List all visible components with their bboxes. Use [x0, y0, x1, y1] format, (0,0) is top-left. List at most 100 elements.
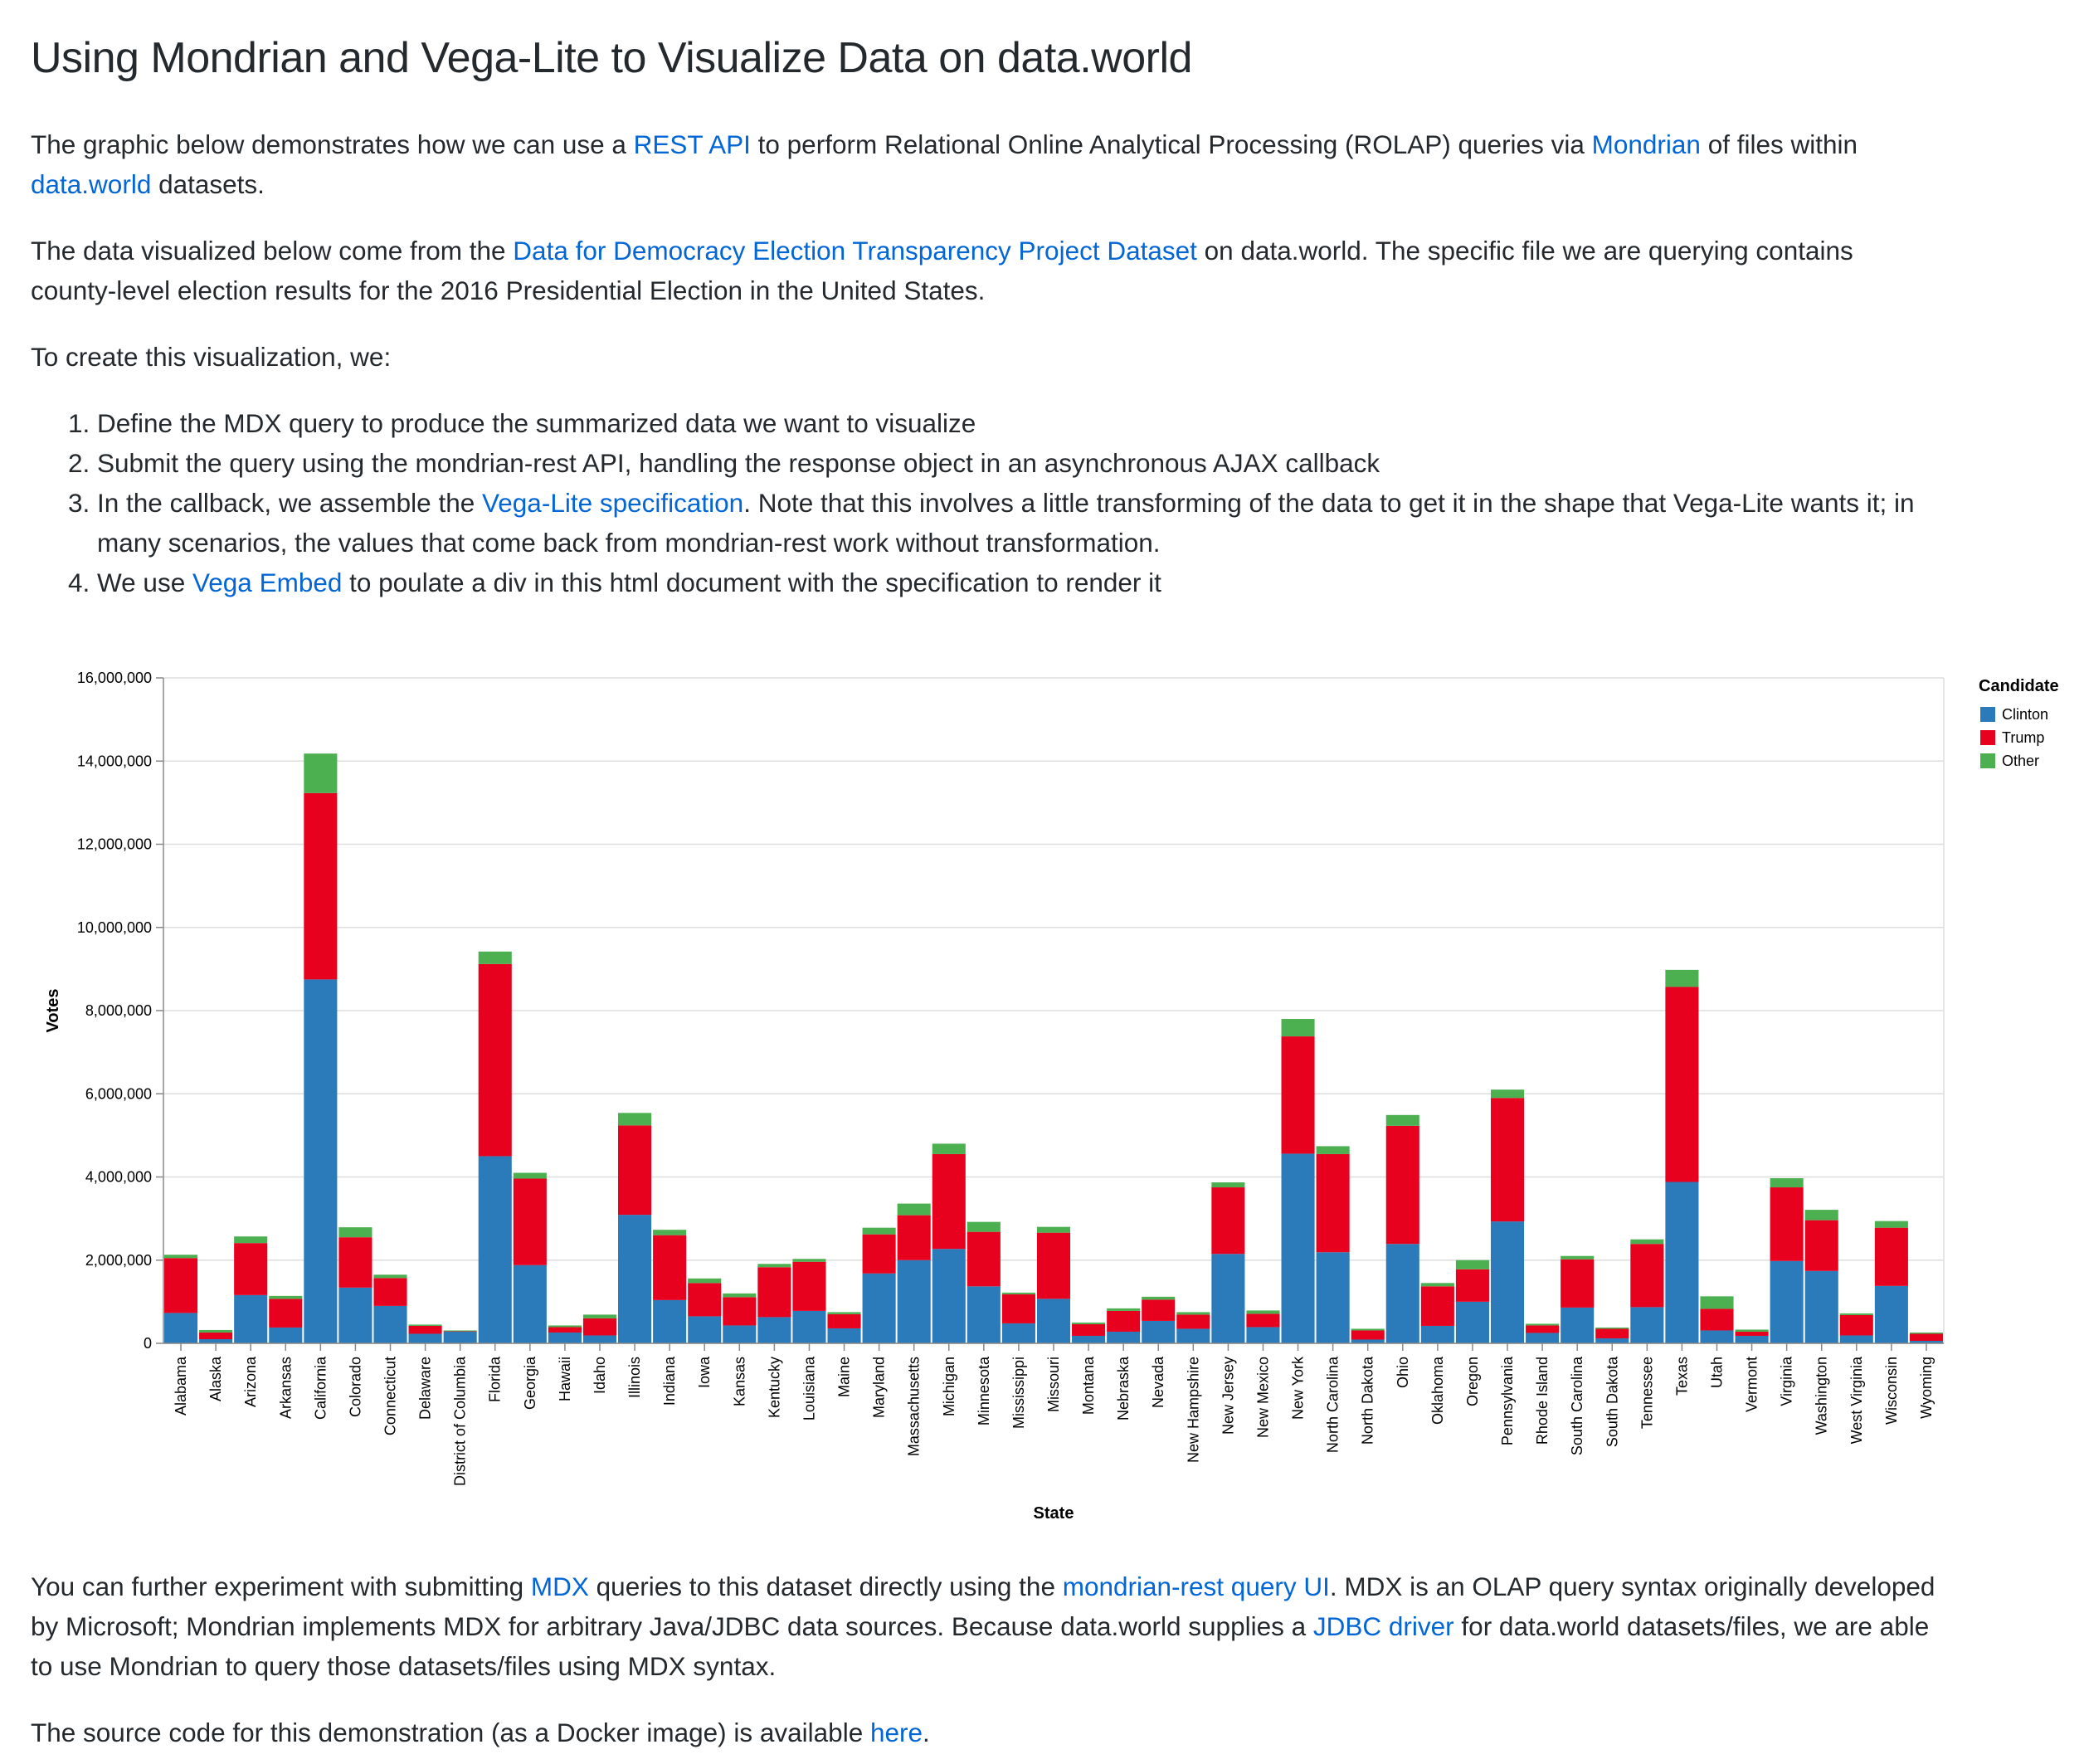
bar-segment-trump [1036, 1232, 1071, 1299]
source-paragraph: The source code for this demonstration (… [31, 1713, 1939, 1752]
bar-segment-trump [967, 1231, 1001, 1287]
x-tick-label: Massachusetts [906, 1357, 923, 1456]
bar-segment-trump [1351, 1330, 1385, 1340]
bar-segment-other [1036, 1226, 1071, 1233]
bar-segment-other [1281, 1019, 1315, 1037]
bar-segment-other [1351, 1328, 1385, 1331]
rest-api-link[interactable]: REST API [633, 129, 751, 159]
y-tick-label: 16,000,000 [77, 670, 152, 686]
bar-segment-trump [862, 1234, 896, 1274]
bar-segment-trump [1142, 1299, 1176, 1321]
x-tick-label: South Dakota [1604, 1356, 1620, 1447]
vega-lite-spec-link[interactable]: Vega-Lite specification [482, 488, 744, 518]
x-tick-label: Connecticut [382, 1357, 399, 1435]
bar-segment-clinton [792, 1310, 826, 1343]
bar-segment-trump [1211, 1187, 1245, 1255]
bar-segment-trump [1735, 1331, 1769, 1336]
page-title: Using Mondrian and Vega-Lite to Visualiz… [31, 34, 1192, 82]
legend-swatch-clinton [1980, 707, 1995, 722]
bar-segment-trump [897, 1215, 931, 1260]
x-tick-label: Wyoming [1918, 1357, 1935, 1419]
bar-segment-clinton [1001, 1323, 1035, 1343]
y-tick-label: 4,000,000 [85, 1169, 152, 1186]
bar-segment-other [269, 1295, 303, 1299]
dataset-link[interactable]: Data for Democracy Election Transparency… [513, 236, 1197, 266]
bar-segment-clinton [1385, 1244, 1419, 1343]
x-tick-label: Michigan [941, 1357, 957, 1416]
legend-label: Other [2002, 753, 2039, 769]
text: The graphic below demonstrates how we ca… [31, 129, 634, 159]
x-tick-label: Illinois [626, 1357, 643, 1398]
x-tick-label: Oklahoma [1429, 1356, 1446, 1425]
jdbc-driver-link[interactable]: JDBC driver [1312, 1611, 1454, 1641]
data-world-link[interactable]: data.world [31, 169, 152, 199]
query-ui-link[interactable]: mondrian-rest query UI [1062, 1572, 1330, 1601]
bar-segment-trump [234, 1243, 268, 1295]
x-tick-label: Pennsylvania [1499, 1356, 1516, 1445]
bar-segment-other [304, 753, 338, 793]
bar-segment-other [234, 1236, 268, 1244]
bar-segment-clinton [199, 1338, 233, 1343]
text: queries to this dataset directly using t… [588, 1572, 1063, 1601]
y-tick-label: 12,000,000 [77, 836, 152, 853]
bar-segment-clinton [1526, 1333, 1560, 1343]
bar-segment-other [618, 1113, 652, 1126]
bar-segment-other [1107, 1308, 1141, 1311]
bar-segment-clinton [1804, 1270, 1838, 1343]
legend-label: Trump [2002, 729, 2044, 746]
bar-segment-trump [1665, 987, 1699, 1182]
x-tick-label: Idaho [592, 1357, 608, 1394]
mdx-link[interactable]: MDX [530, 1572, 589, 1601]
y-tick-label: 6,000,000 [85, 1085, 152, 1102]
x-tick-label: Delaware [417, 1357, 434, 1420]
source-code-link[interactable]: here [869, 1718, 923, 1747]
vega-embed-link[interactable]: Vega Embed [192, 568, 343, 597]
bar-segment-other [1072, 1322, 1106, 1324]
bar-segment-trump [1700, 1308, 1734, 1331]
bar-segment-other [1526, 1323, 1560, 1326]
x-tick-label: Vermont [1744, 1357, 1760, 1412]
x-tick-label: Maryland [871, 1357, 888, 1418]
bar-segment-other [1001, 1292, 1035, 1294]
bar-segment-clinton [1246, 1327, 1280, 1343]
bar-segment-other [1316, 1146, 1350, 1154]
x-tick-label: Louisiana [801, 1356, 817, 1420]
x-tick-label: Kentucky [766, 1357, 782, 1418]
x-tick-label: Utah [1708, 1357, 1725, 1388]
y-tick-label: 8,000,000 [85, 1002, 152, 1019]
bar-segment-trump [1316, 1153, 1350, 1253]
text: Define the MDX query to produce the summ… [97, 408, 976, 438]
bar-segment-other [723, 1293, 757, 1298]
x-tick-label: Colorado [347, 1357, 363, 1417]
bar-segment-other [373, 1274, 407, 1279]
text: on data.world. The specific file we are … [31, 236, 1853, 305]
bar-segment-clinton [1665, 1182, 1699, 1343]
bar-segment-trump [1072, 1323, 1106, 1336]
bar-segment-other [1804, 1210, 1838, 1221]
x-tick-label: California [312, 1356, 329, 1420]
bar-segment-clinton [513, 1265, 547, 1343]
bar-segment-other [1142, 1296, 1176, 1300]
bar-segment-trump [1874, 1227, 1908, 1286]
bar-segment-other [897, 1203, 931, 1216]
bar-segment-clinton [932, 1249, 966, 1343]
bar-segment-other [862, 1227, 896, 1235]
bar-segment-other [443, 1330, 477, 1332]
bar-segment-trump [723, 1297, 757, 1326]
bar-segment-clinton [618, 1215, 652, 1343]
bar-segment-trump [478, 963, 512, 1157]
bar-segment-trump [757, 1267, 791, 1318]
text: . Note that this involves a little trans… [97, 488, 1915, 558]
mondrian-link[interactable]: Mondrian [1591, 129, 1701, 159]
bar-segment-clinton [1211, 1254, 1245, 1343]
x-tick-label: Montana [1080, 1356, 1097, 1415]
bar-segment-other [164, 1255, 198, 1259]
bar-segment-clinton [1700, 1330, 1734, 1343]
bar-segment-other [1839, 1313, 1873, 1315]
y-axis-title: Votes [44, 989, 62, 1033]
bar-segment-trump [792, 1261, 826, 1311]
bar-segment-other [408, 1324, 442, 1326]
bar-segment-clinton [967, 1286, 1001, 1343]
x-tick-label: South Carolina [1569, 1356, 1585, 1455]
dataset-paragraph: The data visualized below come from the … [31, 231, 1939, 310]
